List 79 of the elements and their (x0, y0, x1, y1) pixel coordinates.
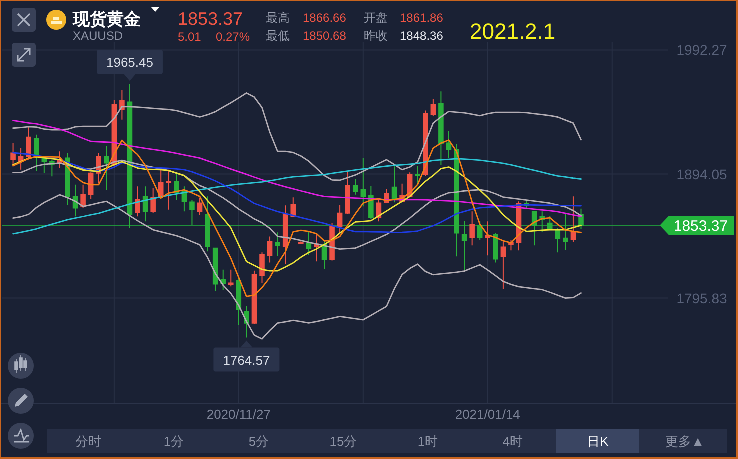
candlestick (166, 169, 172, 210)
text: 4时 (502, 434, 524, 449)
candlestick (322, 239, 328, 270)
y-tick-label: 1894.05 (676, 166, 728, 182)
annotation: 5.01 (178, 30, 202, 44)
candlestick (345, 171, 350, 214)
candlestick (470, 211, 475, 246)
annotation: 1850.68 (303, 29, 347, 43)
y-tick-label: 1992.27 (676, 42, 728, 58)
annotation: 1848.36 (400, 29, 444, 43)
candlestick (314, 232, 320, 262)
candlestick (158, 169, 164, 198)
x-tick-label: 2021/01/14 (455, 407, 520, 422)
annotation: 最低 (266, 29, 290, 43)
candlestick (80, 184, 86, 209)
candlestick (493, 232, 498, 264)
x-tick-label: 2020/11/27 (206, 407, 271, 422)
line-series (12, 160, 582, 250)
line-series (12, 120, 582, 218)
annotation: 昨收 (364, 29, 388, 43)
candlestick (182, 186, 188, 212)
text: 日K (587, 434, 610, 449)
candlestick (174, 172, 180, 200)
line-series (12, 156, 582, 272)
annotation: 1965.45 (106, 55, 154, 70)
candlestick (26, 126, 32, 160)
candlestick (88, 172, 94, 200)
candlestick (500, 239, 506, 290)
candlestick (18, 148, 24, 170)
text: 1853.37 (178, 9, 244, 29)
candlestick (104, 146, 110, 190)
candlestick (220, 269, 226, 290)
candlestick (446, 130, 452, 159)
annotation: 0.27% (216, 30, 250, 44)
text: 1分 (164, 434, 184, 449)
candlestick (555, 228, 561, 254)
text: 更多▲ (666, 434, 704, 449)
candlestick (415, 165, 420, 184)
chart-subtitle: XAUUSD (73, 29, 124, 43)
candlestick (135, 186, 140, 218)
candlestick (282, 205, 288, 264)
candlestick (72, 184, 78, 218)
candlestick (438, 91, 444, 166)
text: 15分 (330, 434, 358, 449)
candlestick (290, 197, 296, 218)
candlestick (267, 236, 273, 264)
line-series (12, 92, 582, 182)
text: 分时 (76, 434, 102, 449)
text: 开盘 (364, 11, 388, 25)
line-series (12, 194, 582, 340)
candlestick (298, 241, 304, 245)
annotation: 1764.57 (223, 352, 270, 368)
candlestick (485, 221, 491, 256)
text: 1866.66 (303, 11, 347, 25)
candlestick (352, 178, 358, 196)
candlestick (34, 134, 40, 172)
candlestick (260, 252, 265, 284)
candlestick (392, 166, 398, 204)
candlestick (337, 204, 343, 234)
candlestick (228, 269, 234, 288)
candlestick (360, 158, 366, 208)
text: 1861.86 (400, 11, 444, 25)
candlestick (150, 188, 156, 214)
annotation: 2021.2.1 (470, 19, 556, 44)
text: 1时 (418, 434, 438, 449)
candlestick (570, 196, 576, 243)
text: 最高 (266, 11, 290, 25)
candlestick (430, 98, 436, 116)
line-series (12, 140, 582, 298)
candlestick (197, 198, 203, 216)
candlestick (306, 231, 312, 256)
candlestick (368, 185, 374, 220)
chart-title: 现货黄金 (72, 10, 141, 29)
y-tick-label: 1795.83 (676, 290, 728, 306)
candlestick (142, 186, 148, 222)
ref-line-label: 1853.37 (674, 218, 728, 236)
text: 5分 (248, 434, 270, 449)
candlestick (275, 232, 280, 257)
candlestick (252, 270, 258, 324)
